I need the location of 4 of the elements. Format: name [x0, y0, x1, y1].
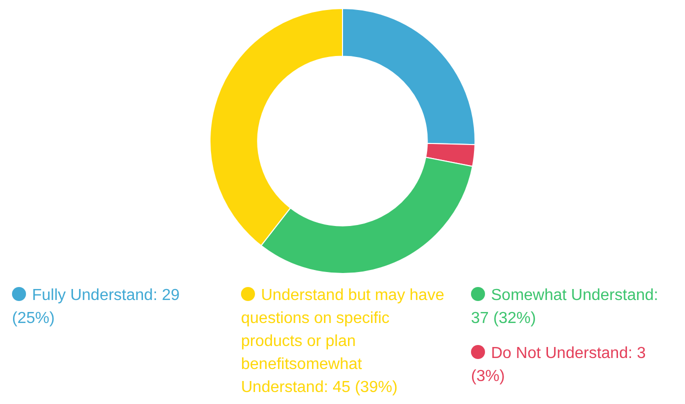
- legend-label: Do Not Understand: [491, 344, 628, 362]
- data-label: : 45 (39%): [324, 379, 398, 396]
- legend-label: Somewhat Understand: [491, 287, 654, 304]
- legend-label: Fully Understand: [32, 287, 153, 304]
